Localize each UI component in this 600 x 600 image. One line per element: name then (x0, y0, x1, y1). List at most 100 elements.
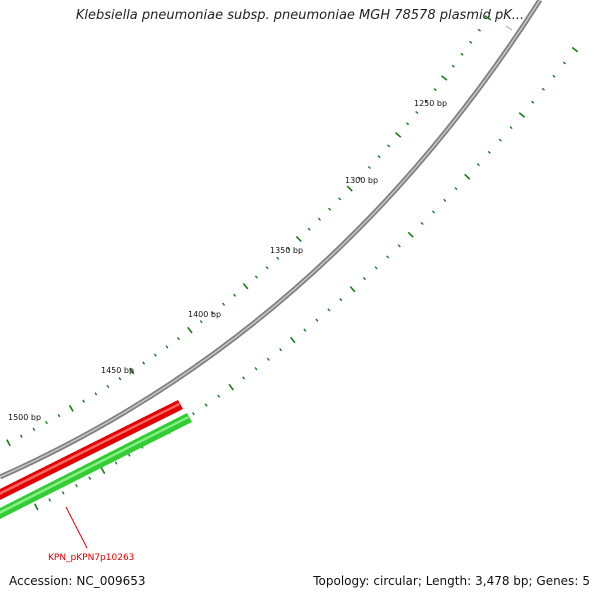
outer-ring-minor-tick (19, 434, 23, 438)
length-value: 3,478 bp (475, 574, 529, 588)
inner-ring-minor-tick (420, 221, 424, 225)
separator: ; (528, 574, 537, 588)
inner-ring-minor-tick (192, 412, 195, 416)
inner-ring-minor-tick (88, 476, 92, 480)
ruler-label-1350: 1350 bp (270, 246, 303, 255)
outer-ring-minor-tick (177, 336, 180, 341)
outer-ring-major-tick (394, 131, 402, 138)
inner-ring-minor-tick (61, 491, 65, 495)
outer-ring-minor-tick (358, 176, 362, 180)
inner-ring-minor-tick (114, 461, 118, 465)
inner-ring-major-tick (100, 467, 106, 475)
outer-tick-ring (6, 15, 492, 447)
outer-ring-major-tick (441, 75, 448, 81)
inner-ring-minor-tick (541, 87, 545, 91)
sequence-summary: Topology: circular; Length: 3,478 bp; Gene… (313, 574, 590, 588)
outer-ring-minor-tick (82, 399, 86, 403)
inner-ring-minor-tick (509, 126, 513, 130)
inner-ring-major-tick (518, 112, 526, 118)
accession-value: NC_009653 (76, 574, 146, 588)
inner-ring-minor-tick (552, 74, 556, 78)
outer-ring-minor-tick (199, 320, 203, 324)
outer-ring-major-tick (346, 185, 353, 192)
inner-ring-minor-tick (242, 376, 246, 380)
inner-ring-minor-tick (362, 277, 366, 281)
inner-ring-major-tick (33, 503, 39, 511)
inner-ring-minor-tick (476, 163, 480, 167)
genes-label: Genes: (536, 574, 579, 588)
inner-ring-minor-tick (127, 453, 131, 457)
outer-ring-major-tick (242, 282, 249, 290)
gene-label-connector (65, 506, 88, 549)
outer-ring-minor-tick (142, 361, 146, 365)
outer-ring-minor-tick (254, 275, 258, 279)
inner-ring-minor-tick (315, 318, 319, 322)
outer-ring-minor-tick (153, 353, 157, 357)
outer-ring-minor-tick (477, 28, 481, 32)
gene-label[interactable]: KPN_pKPN7p10263 (48, 553, 134, 563)
plasmid-backbone (0, 0, 543, 480)
outer-ring-minor-tick (210, 311, 214, 315)
outer-ring-minor-tick (367, 165, 371, 170)
outer-ring-minor-tick (405, 122, 410, 126)
topology-value: circular (373, 574, 418, 588)
outer-ring-minor-tick (276, 256, 280, 260)
inner-ring-minor-tick (374, 266, 378, 270)
inner-ring-minor-tick (266, 357, 270, 361)
inner-ring-minor-tick (443, 198, 447, 202)
inner-ring-minor-tick (303, 328, 307, 332)
inner-ring-major-tick (289, 336, 296, 344)
gene-feature-plus-highlight (0, 403, 180, 495)
inner-ring-minor-tick (48, 498, 52, 502)
inner-ring-major-tick (464, 173, 471, 180)
inner-ring-minor-tick (531, 100, 535, 104)
accession-label: Accession: (9, 574, 73, 588)
outer-ring-major-tick (68, 405, 74, 412)
ruler-label-1400: 1400 bp (188, 310, 221, 319)
gene-feature-minus-highlight (0, 416, 189, 514)
track-end-marker (505, 25, 513, 31)
outer-ring-major-tick (129, 367, 135, 375)
inner-ring-minor-tick (217, 394, 221, 398)
outer-ring-minor-tick (45, 420, 48, 425)
genes-value: 5 (582, 574, 590, 588)
outer-ring-minor-tick (57, 413, 61, 418)
outer-ring-minor-tick (94, 392, 98, 396)
outer-ring-minor-tick (317, 217, 322, 221)
outer-ring-minor-tick (265, 266, 269, 270)
outer-ring-major-tick (295, 235, 302, 243)
plasmid-backbone-highlight (0, 0, 541, 478)
inner-ring-minor-tick (254, 367, 258, 371)
ruler-label-1300: 1300 bp (345, 176, 378, 185)
inner-ring-major-tick (571, 46, 579, 53)
outer-ring-minor-tick (165, 345, 169, 349)
outer-ring-minor-tick (338, 197, 342, 201)
inner-ring-major-tick (407, 231, 414, 238)
outer-ring-minor-tick (106, 384, 110, 388)
outer-ring-minor-tick (377, 155, 381, 159)
inner-ring-major-tick (349, 286, 356, 293)
ruler-label-1250: 1250 bp (414, 99, 447, 108)
topology-label: Topology: (313, 574, 370, 588)
outer-ring-minor-tick (328, 207, 332, 211)
inner-ring-minor-tick (454, 187, 458, 191)
outer-ring-major-tick (187, 326, 193, 334)
outer-ring-major-tick (484, 15, 492, 21)
inner-ring-minor-tick (397, 244, 401, 248)
inner-ring-minor-tick (75, 483, 78, 488)
separator: ; (417, 574, 426, 588)
inner-ring-minor-tick (339, 298, 343, 302)
outer-ring-minor-tick (451, 64, 455, 68)
inner-ring-minor-tick (487, 150, 491, 154)
inner-ring-major-tick (228, 383, 234, 391)
length-label: Length: (425, 574, 472, 588)
outer-ring-minor-tick (286, 247, 290, 251)
ruler-label-1500: 1500 bp (8, 413, 41, 422)
outer-ring-minor-tick (433, 88, 437, 92)
ruler-label-1450: 1450 bp (101, 366, 134, 375)
inner-ring-minor-tick (204, 403, 208, 407)
inner-ring-minor-tick (279, 348, 283, 352)
inner-ring-minor-tick (327, 308, 331, 312)
inner-ring-minor-tick (498, 138, 502, 142)
inner-ring-minor-tick (432, 210, 436, 214)
